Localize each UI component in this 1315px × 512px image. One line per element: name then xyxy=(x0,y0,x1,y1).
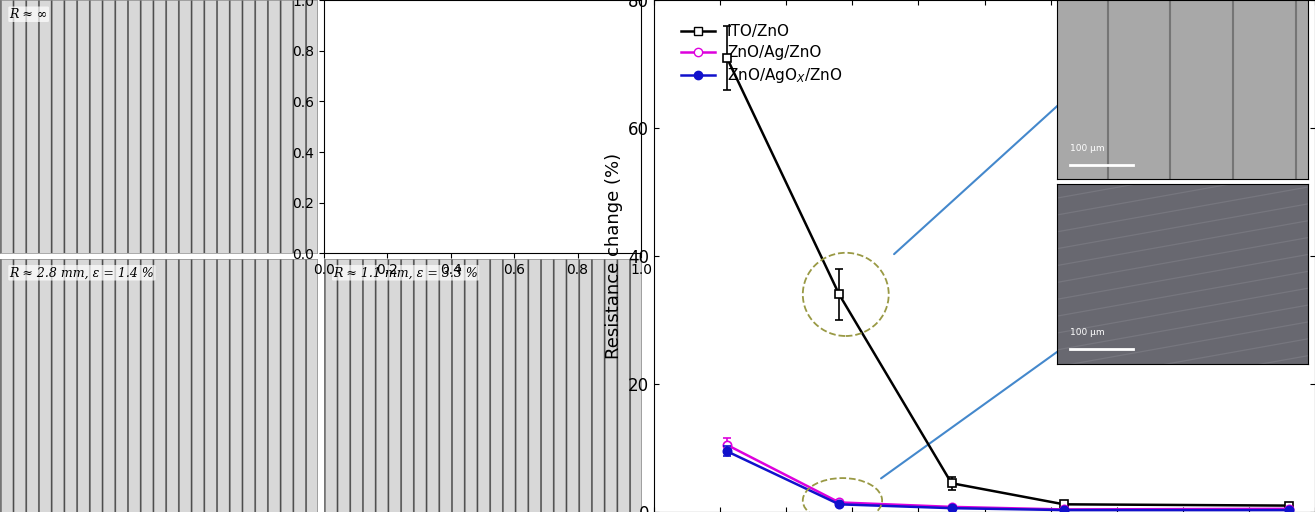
Y-axis label: Resistance change (%): Resistance change (%) xyxy=(605,153,622,359)
Text: R ≈ ∞: R ≈ ∞ xyxy=(9,8,47,21)
Text: R ≈ 2.8 mm, ε = 1.4 %: R ≈ 2.8 mm, ε = 1.4 % xyxy=(9,266,154,279)
Text: 100 μm: 100 μm xyxy=(1070,143,1105,153)
Text: R ≈ 1.1 mm, ε = 3.3 %: R ≈ 1.1 mm, ε = 3.3 % xyxy=(333,266,477,279)
Text: 100 μm: 100 μm xyxy=(1070,328,1105,337)
Text: R ≈ 6.2 mm, ε = 0.6 %: R ≈ 6.2 mm, ε = 0.6 % xyxy=(333,8,477,21)
Legend: ITO/ZnO, ZnO/Ag/ZnO, ZnO/AgO$_X$/ZnO: ITO/ZnO, ZnO/Ag/ZnO, ZnO/AgO$_X$/ZnO xyxy=(675,18,848,91)
